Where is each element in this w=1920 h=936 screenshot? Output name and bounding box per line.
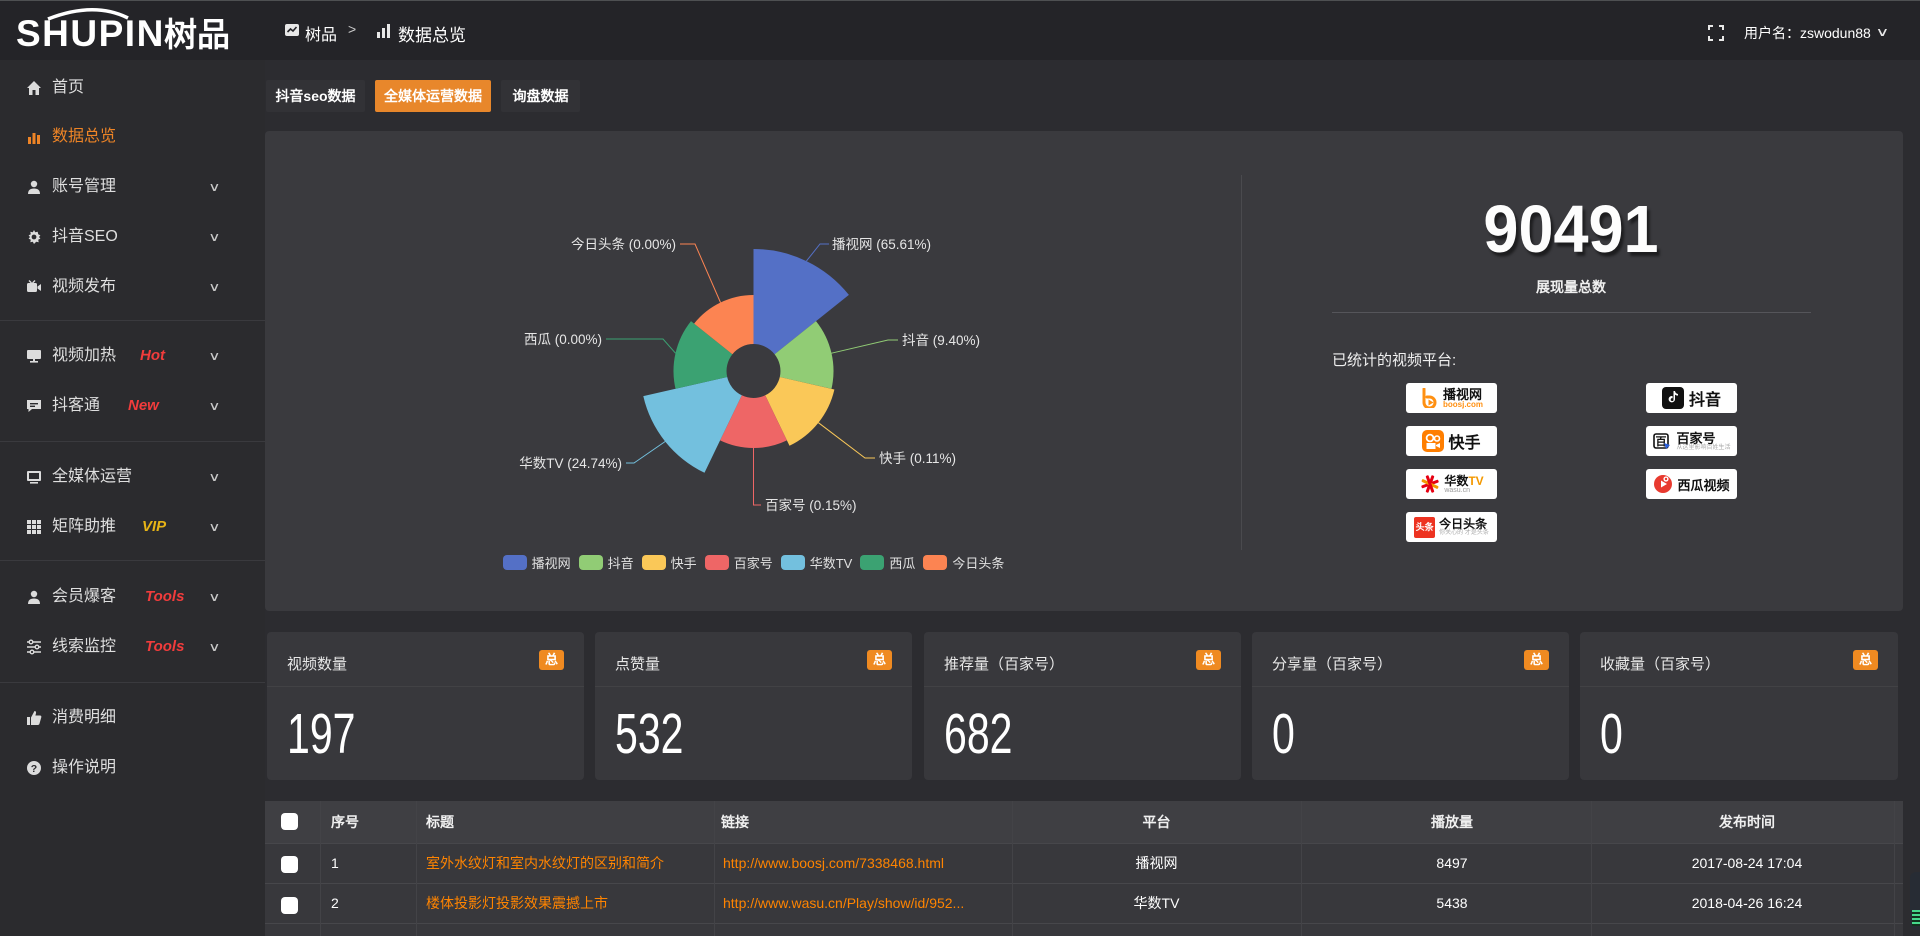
svg-text:快手 (0.11%): 快手 (0.11%)	[879, 451, 956, 466]
svg-text:今日头条 (0.00%): 今日头条 (0.00%)	[571, 236, 676, 252]
svg-text:树品: 树品	[164, 16, 230, 53]
svg-text:华数TV (24.74%): 华数TV (24.74%)	[519, 456, 622, 471]
svg-text:百: 百	[1656, 435, 1667, 448]
svg-text:播视网 (65.61%): 播视网 (65.61%)	[832, 237, 931, 252]
svg-text:?: ?	[31, 763, 37, 775]
svg-text:西瓜 (0.00%): 西瓜 (0.00%)	[524, 332, 602, 347]
svg-text:SHUPIN: SHUPIN	[16, 13, 165, 54]
svg-text:百家号 (0.15%): 百家号 (0.15%)	[765, 497, 857, 513]
svg-text:抖音 (9.40%): 抖音 (9.40%)	[902, 332, 980, 348]
